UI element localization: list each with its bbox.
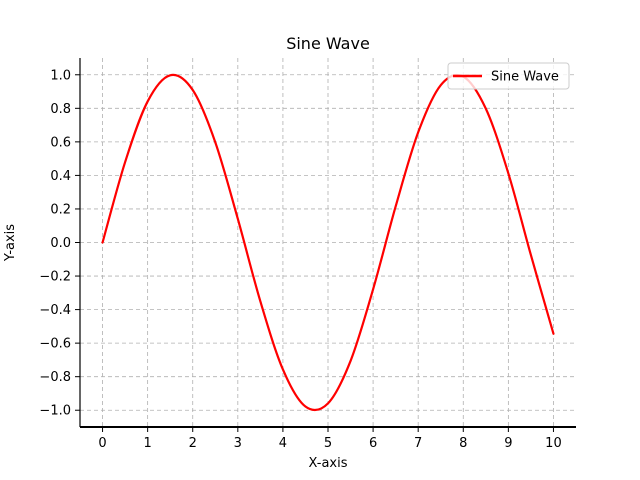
x-tick-label: 3: [234, 436, 242, 451]
x-tick-label: 5: [324, 436, 332, 451]
y-tick-label: −0.2: [39, 270, 71, 285]
x-axis-label: X-axis: [309, 456, 348, 471]
x-tick-label: 6: [369, 436, 377, 451]
series-lines: [101, 73, 555, 412]
legend: Sine Wave: [447, 62, 570, 90]
y-tick-label: 0.6: [50, 135, 71, 150]
grid: [80, 58, 576, 427]
y-tick-label: 0.8: [50, 102, 71, 117]
y-tick-label: 0.2: [50, 202, 71, 217]
x-tick-label: 8: [459, 436, 467, 451]
x-tick-label: 1: [143, 436, 151, 451]
y-axis-ticks: −1.0 −0.8 −0.6 −0.4 −0.2 0.0 0.2 0.4 0.6 0.8 1.0: [39, 68, 80, 419]
y-tick-label: 0.4: [50, 169, 71, 184]
x-tick-label: 2: [189, 436, 197, 451]
y-tick-label: −0.8: [39, 370, 71, 385]
y-tick-label: −0.4: [39, 303, 71, 318]
x-tick-label: 4: [279, 436, 287, 451]
legend-label: Sine Wave: [491, 70, 559, 85]
legend-box: [447, 62, 570, 90]
chart-title: Sine Wave: [286, 34, 370, 53]
x-tick-label: 9: [504, 436, 512, 451]
x-tick-label: 10: [545, 436, 562, 451]
x-axis-ticks: 0 1 2 3 4 5 6 7 8 9 10: [98, 427, 562, 451]
series-line-0: [101, 73, 555, 412]
x-tick-label: 7: [414, 436, 422, 451]
x-tick-label: 0: [98, 436, 106, 451]
y-tick-label: −0.6: [39, 337, 71, 352]
y-tick-label: 1.0: [50, 68, 71, 83]
y-axis-label: Y-axis: [3, 224, 18, 262]
y-tick-label: −1.0: [39, 404, 71, 419]
y-tick-label: 0.0: [50, 236, 71, 251]
